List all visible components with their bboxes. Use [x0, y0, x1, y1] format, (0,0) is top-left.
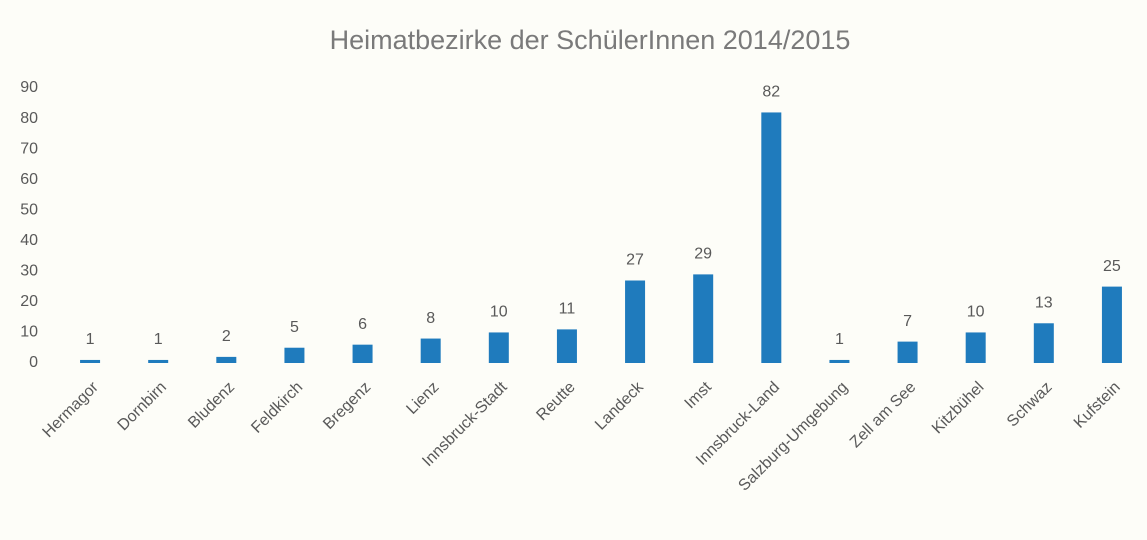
data-label: 1 [154, 331, 163, 348]
x-tick-label: Schwaz [1004, 379, 1056, 431]
bar [829, 359, 850, 363]
x-tick-label: Bludenz [185, 379, 238, 432]
data-label: 10 [490, 304, 508, 321]
bar [897, 341, 918, 363]
y-tick-label: 60 [20, 171, 38, 188]
y-tick-label: 50 [20, 201, 38, 218]
x-tick-label: Dornbirn [115, 379, 170, 434]
y-tick-label: 90 [20, 79, 38, 96]
x-tick-label: Feldkirch [248, 379, 306, 437]
data-label: 2 [222, 328, 231, 345]
bar [1033, 323, 1054, 363]
y-tick-label: 10 [20, 324, 38, 341]
y-tick-label: 70 [20, 140, 38, 157]
y-tick-label: 40 [20, 232, 38, 249]
bar [488, 332, 509, 363]
x-tick-label: Zell am See [847, 379, 919, 451]
x-tick-label: Landeck [592, 378, 648, 434]
y-tick-label: 30 [20, 263, 38, 280]
x-tick-label: Hermagor [40, 378, 103, 441]
data-label: 11 [559, 301, 576, 318]
data-label: 1 [86, 331, 95, 348]
data-label: 13 [1035, 294, 1053, 311]
bar [148, 359, 169, 363]
data-label: 7 [903, 313, 912, 330]
x-tick-label: Bregenz [320, 379, 374, 433]
y-tick-label: 80 [20, 110, 38, 127]
bar [284, 347, 305, 363]
bar [556, 329, 577, 363]
data-label: 10 [967, 304, 985, 321]
bar [216, 356, 237, 363]
bar [693, 274, 714, 363]
x-tick-label: Lienz [403, 379, 442, 418]
x-tick-label: Reutte [533, 379, 578, 424]
x-tick-label: Kufstein [1071, 379, 1124, 432]
data-label: 8 [426, 310, 435, 327]
x-tick-label: Kitzbühel [929, 379, 988, 438]
bar [625, 280, 646, 363]
data-label: 25 [1103, 258, 1121, 275]
x-tick-label: Imst [682, 378, 716, 412]
data-label: 5 [290, 319, 299, 336]
bar [761, 112, 782, 363]
bar [1101, 286, 1122, 363]
data-label: 27 [626, 252, 644, 269]
data-label: 82 [762, 84, 780, 101]
bar [965, 332, 986, 363]
data-label: 29 [694, 246, 712, 263]
bar [420, 338, 441, 363]
bar [352, 344, 373, 363]
chart-title: Heimatbezirke der SchülerInnen 2014/2015 [330, 25, 851, 55]
y-tick-label: 20 [20, 293, 38, 310]
bar [80, 359, 101, 363]
y-tick-label: 0 [29, 354, 38, 371]
data-label: 1 [835, 331, 844, 348]
data-label: 6 [358, 316, 367, 333]
